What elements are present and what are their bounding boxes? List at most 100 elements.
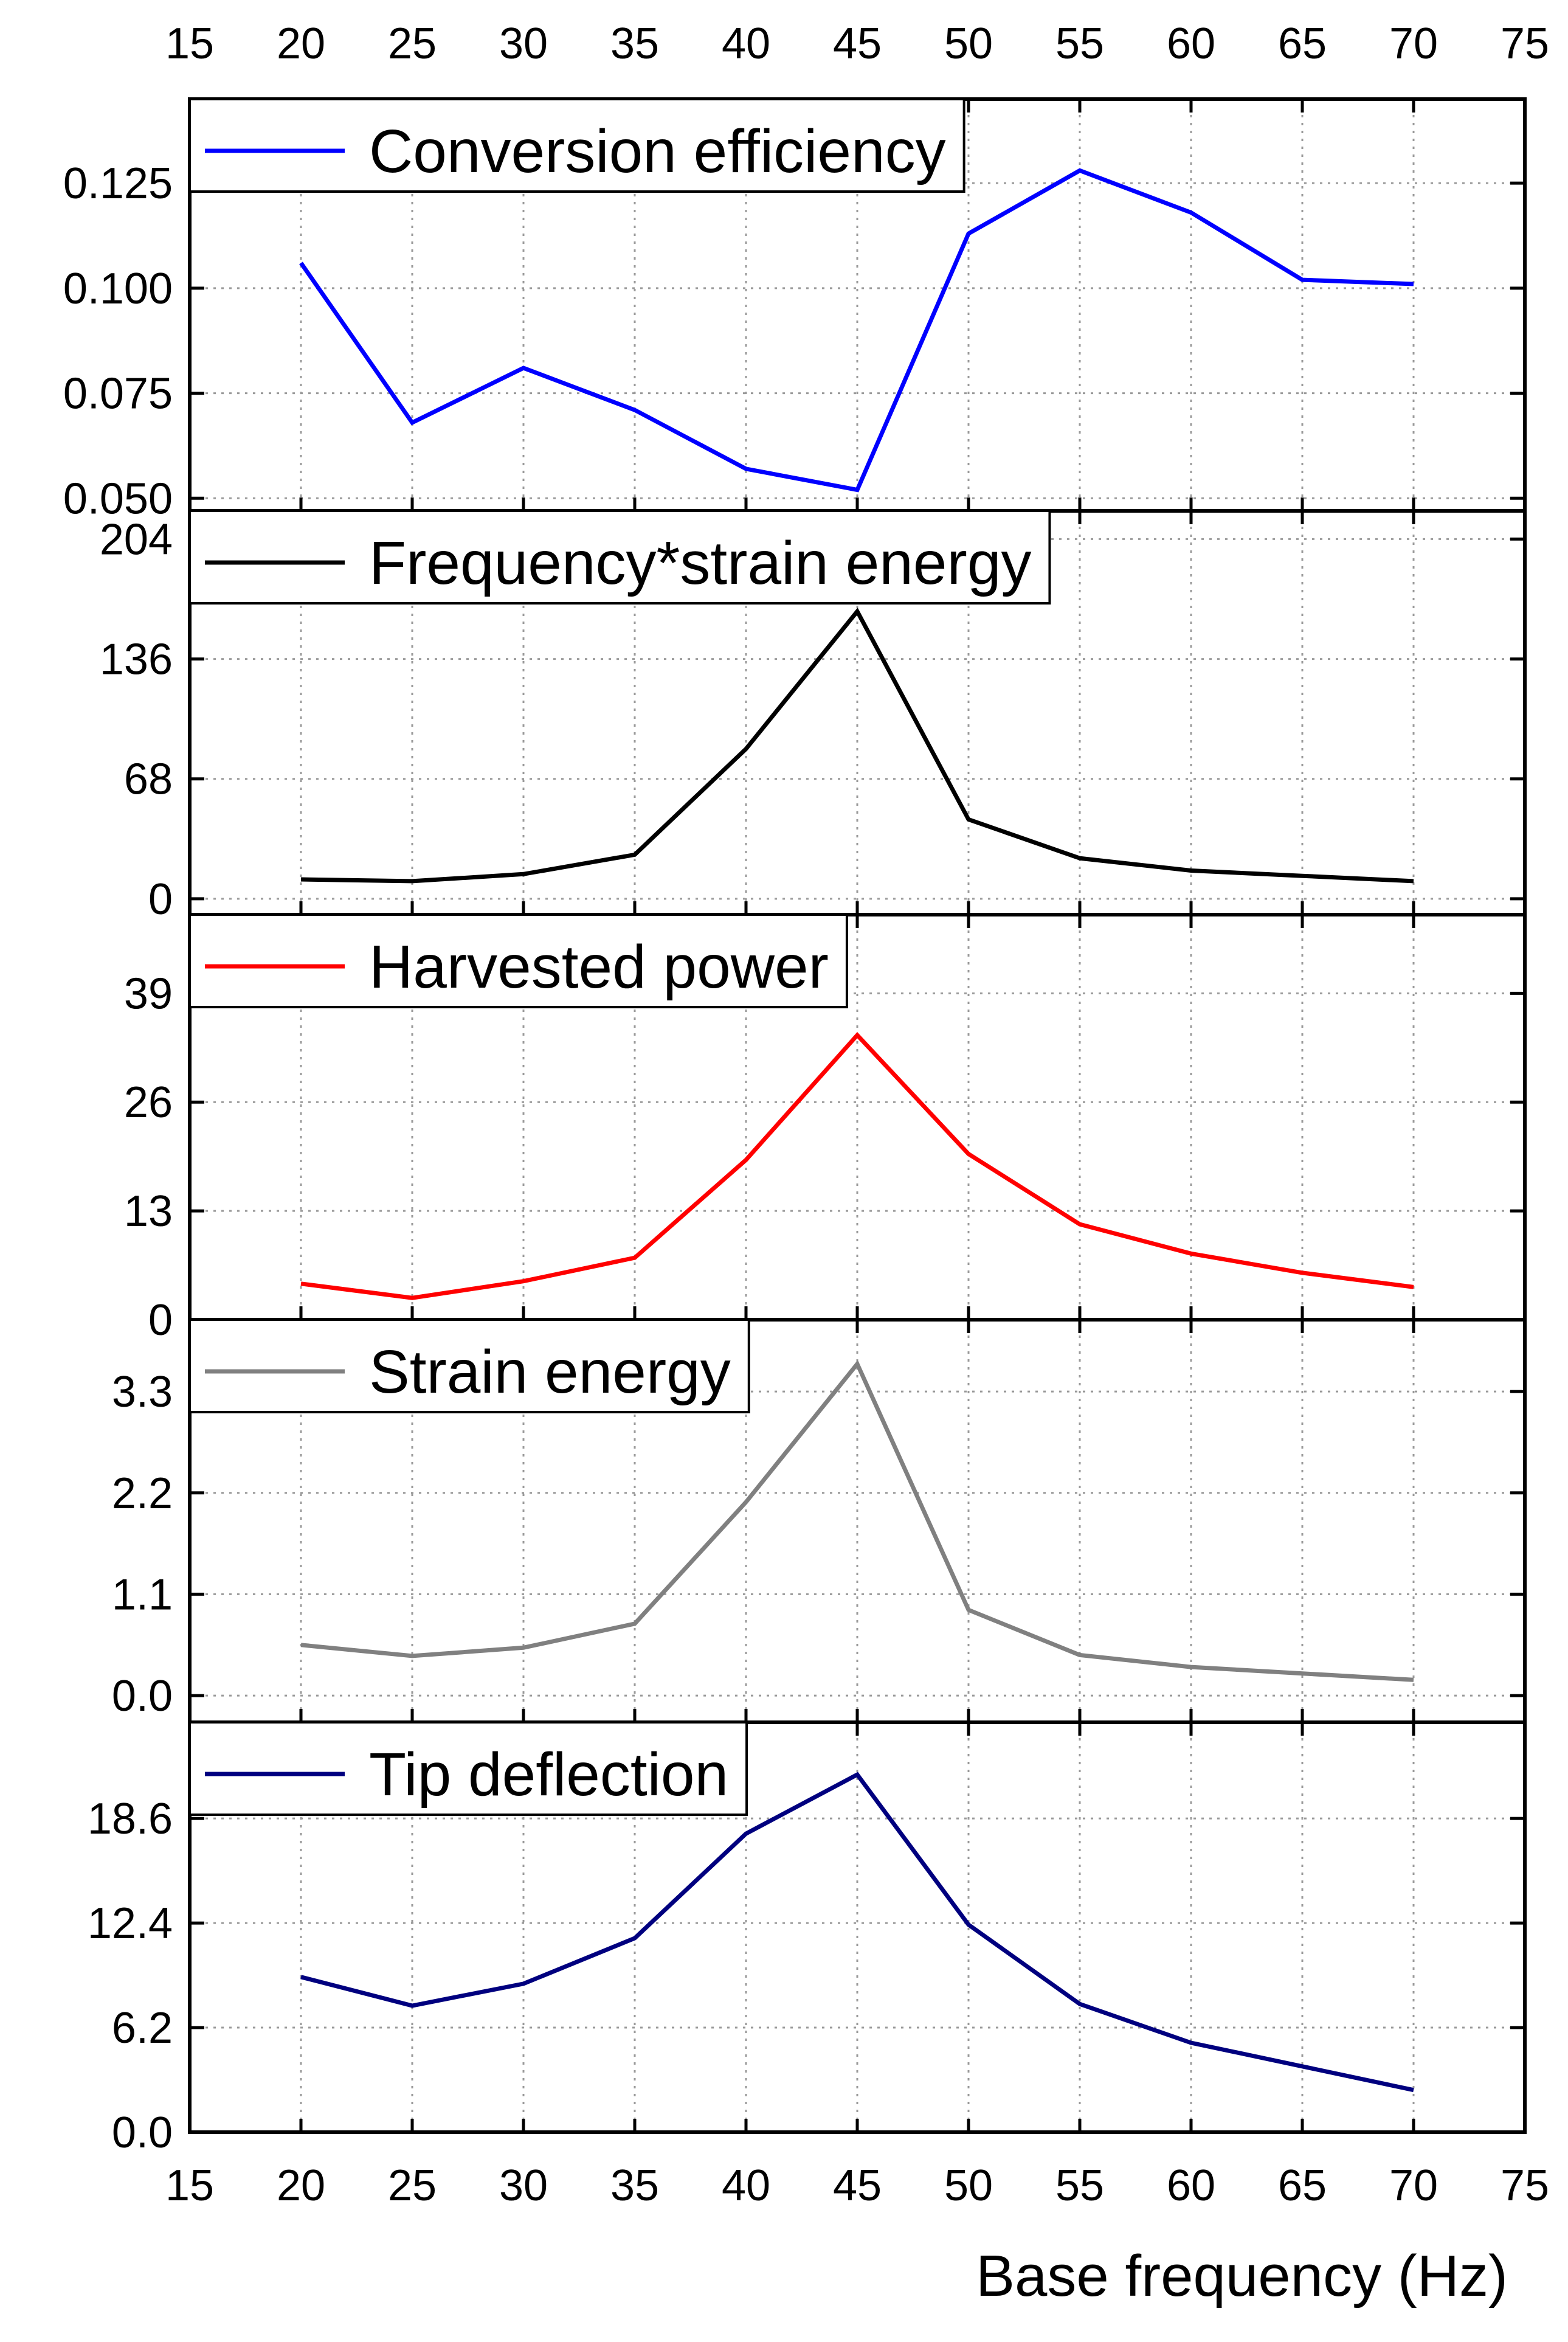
y-tick-label: 26 bbox=[124, 1078, 173, 1127]
data-point bbox=[855, 1033, 860, 1038]
data-point bbox=[966, 1922, 971, 1927]
top-x-axis: 15 20 25 30 35 40 45 50 55 60 65 70 75 bbox=[165, 19, 1549, 68]
top-x-tick-label: 30 bbox=[499, 19, 548, 68]
top-x-tick-label: 75 bbox=[1501, 19, 1549, 68]
panel-5: 0.0 6.2 12.4 18.6 Tip deflection bbox=[88, 1720, 1527, 2157]
data-point bbox=[1077, 2001, 1082, 2006]
legend-box bbox=[188, 1318, 750, 1413]
legend-box bbox=[188, 1721, 748, 1816]
data-point bbox=[1411, 2088, 1416, 2093]
data-point bbox=[410, 879, 415, 884]
top-x-tick-label: 50 bbox=[944, 19, 993, 68]
data-point bbox=[1300, 277, 1305, 282]
y-tick-label: 0.0 bbox=[112, 1672, 173, 1720]
panel-1: 0.050 0.075 0.100 0.125 Conversion efficienc… bbox=[63, 97, 1527, 523]
series-line bbox=[300, 1031, 1414, 1300]
y-tick-label: 204 bbox=[100, 515, 173, 564]
data-point bbox=[1411, 1284, 1416, 1289]
legend-box bbox=[188, 98, 965, 193]
data-point bbox=[1300, 873, 1305, 878]
top-x-tick-label: 60 bbox=[1167, 19, 1215, 68]
data-point bbox=[299, 1975, 303, 1980]
legend-label: Tip deflection bbox=[369, 1741, 728, 1809]
data-point bbox=[1300, 1671, 1305, 1676]
bottom-x-tick-label: 40 bbox=[722, 2161, 770, 2210]
bottom-x-tick-label: 55 bbox=[1055, 2161, 1104, 2210]
data-point bbox=[410, 1654, 415, 1658]
top-x-tick-label: 55 bbox=[1055, 19, 1104, 68]
legend: Harvested power bbox=[188, 913, 848, 1008]
data-point bbox=[1077, 1652, 1082, 1657]
legend: Conversion efficiency bbox=[188, 98, 965, 193]
y-tick-label: 136 bbox=[100, 636, 173, 684]
y-tick-label: 3.3 bbox=[112, 1368, 173, 1416]
top-x-tick-label: 15 bbox=[165, 19, 214, 68]
bottom-x-axis: 15 20 25 30 35 40 45 50 55 60 65 70 75 bbox=[165, 2161, 1549, 2210]
data-point bbox=[410, 420, 415, 425]
legend-label: Strain energy bbox=[369, 1338, 731, 1406]
y-tick-label: 6.2 bbox=[112, 2004, 173, 2053]
y-tick-label: 0.0 bbox=[112, 2108, 173, 2157]
data-point bbox=[632, 1936, 637, 1941]
data-point bbox=[1189, 1665, 1193, 1669]
y-tick-label: 0 bbox=[148, 875, 173, 924]
data-point bbox=[855, 1772, 860, 1777]
data-point bbox=[744, 1500, 748, 1505]
y-tick-label: 2.2 bbox=[112, 1469, 173, 1518]
y-tick-label: 39 bbox=[124, 969, 173, 1018]
top-x-tick-label: 65 bbox=[1278, 19, 1327, 68]
bottom-x-tick-label: 35 bbox=[610, 2161, 659, 2210]
y-tick-label: 0.100 bbox=[63, 265, 173, 313]
data-point bbox=[299, 1281, 303, 1286]
panel-2: 0 68 136 204 Frequency*strain energy bbox=[100, 509, 1527, 924]
bottom-x-tick-label: 50 bbox=[944, 2161, 993, 2210]
data-point bbox=[966, 231, 971, 236]
bottom-x-tick-label: 25 bbox=[388, 2161, 437, 2210]
top-x-tick-label: 70 bbox=[1389, 19, 1438, 68]
top-x-tick-label: 45 bbox=[833, 19, 882, 68]
data-point bbox=[1300, 2064, 1305, 2069]
y-tick-label: 13 bbox=[124, 1187, 173, 1236]
data-point bbox=[966, 1607, 971, 1612]
data-point bbox=[1189, 868, 1193, 873]
series-line bbox=[300, 1772, 1414, 2093]
data-point bbox=[521, 366, 526, 370]
data-point bbox=[1077, 1222, 1082, 1227]
data-point bbox=[744, 1157, 748, 1162]
y-tick-label: 0.075 bbox=[63, 370, 173, 418]
series-line bbox=[300, 1360, 1414, 1682]
data-point bbox=[632, 1255, 637, 1260]
legend: Tip deflection bbox=[188, 1721, 748, 1816]
bottom-x-tick-label: 45 bbox=[833, 2161, 882, 2210]
data-point bbox=[632, 1621, 637, 1626]
series-line bbox=[299, 168, 1414, 493]
data-point bbox=[744, 466, 748, 471]
y-tick-label: 0 bbox=[148, 1296, 173, 1345]
legend-label: Harvested power bbox=[369, 933, 829, 1001]
data-point bbox=[521, 871, 526, 876]
bottom-x-tick-label: 30 bbox=[499, 2161, 548, 2210]
data-point bbox=[855, 487, 860, 492]
bottom-x-tick-label: 60 bbox=[1167, 2161, 1215, 2210]
data-point bbox=[744, 746, 748, 751]
data-point bbox=[632, 852, 637, 857]
bottom-x-tick-label: 20 bbox=[277, 2161, 325, 2210]
data-point bbox=[299, 877, 303, 882]
legend-label: Conversion efficiency bbox=[369, 117, 946, 185]
data-point bbox=[1411, 282, 1416, 286]
data-point bbox=[966, 817, 971, 822]
panel-frame bbox=[188, 1720, 1527, 2134]
data-point bbox=[855, 609, 860, 614]
top-x-tick-label: 20 bbox=[277, 19, 325, 68]
data-point bbox=[521, 1645, 526, 1650]
y-tick-label: 68 bbox=[124, 755, 173, 804]
y-tick-label: 0.050 bbox=[63, 474, 173, 523]
data-point bbox=[1189, 210, 1193, 215]
data-point bbox=[632, 407, 637, 412]
legend-box bbox=[188, 913, 848, 1008]
legend: Strain energy bbox=[188, 1318, 750, 1413]
data-point bbox=[410, 2003, 415, 2008]
bottom-x-tick-label: 70 bbox=[1389, 2161, 1438, 2210]
